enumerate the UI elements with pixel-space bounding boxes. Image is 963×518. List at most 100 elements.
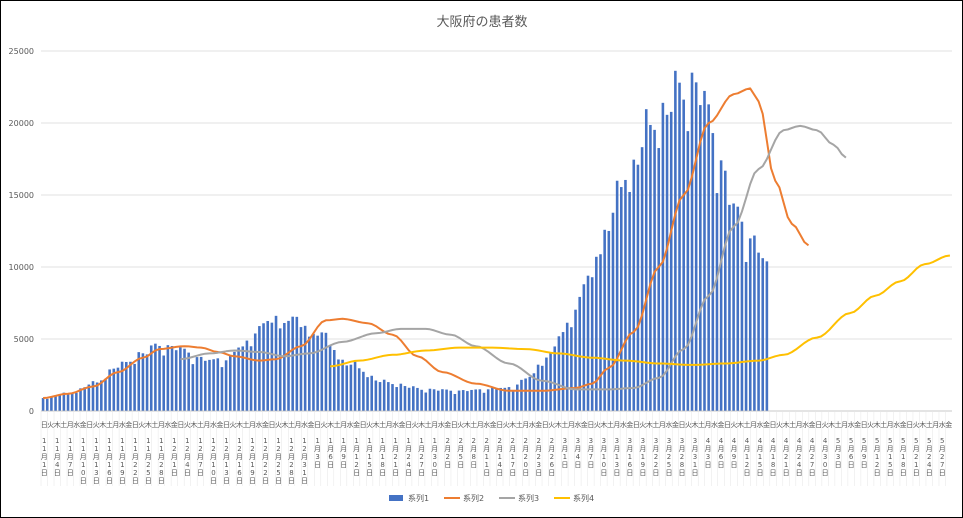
x-tick-day: 木 — [418, 420, 425, 429]
x-tick-date-char: 2 — [263, 461, 267, 469]
x-tick-date-char: 2 — [498, 437, 502, 445]
x-tick-date-char: 月 — [887, 445, 894, 453]
x-tick-date-char: 2 — [537, 453, 541, 461]
x-tick-day: 水 — [529, 420, 536, 429]
x-tick-date-char: 9 — [862, 453, 866, 461]
x-tick-date-char: 0 — [432, 461, 436, 469]
x-tick-date-char: 日 — [535, 469, 542, 477]
bar — [253, 333, 257, 411]
x-tick-date-char: 8 — [680, 461, 684, 469]
x-tick-day: 金 — [262, 420, 269, 429]
x-tick-day: 火 — [321, 421, 328, 429]
bar — [711, 133, 715, 412]
x-tick-day: 日 — [861, 421, 868, 429]
bar — [145, 354, 149, 411]
x-tick-date-char: 日 — [93, 477, 100, 485]
x-tick-date-char: 1 — [419, 437, 423, 445]
x-tick-date-char: 月 — [613, 445, 620, 453]
x-tick-date-char: 1 — [250, 437, 254, 445]
x-tick-date-char: 2 — [654, 461, 658, 469]
x-tick-date-char: 日 — [353, 469, 360, 477]
bar — [507, 387, 511, 411]
bar — [449, 390, 453, 411]
x-tick-date-char: 1 — [563, 453, 567, 461]
x-tick-day: 火 — [138, 421, 145, 429]
x-tick-date-char: 5 — [940, 437, 944, 445]
x-tick-date-char: 1 — [120, 461, 124, 469]
bar — [75, 392, 78, 411]
bar — [586, 275, 590, 411]
x-tick-date-char: 日 — [913, 469, 920, 477]
bar — [208, 359, 211, 411]
x-tick-date-char: 1 — [81, 461, 85, 469]
bar — [104, 378, 107, 411]
x-tick-date-char: 7 — [940, 461, 944, 469]
x-tick-date-char: 日 — [757, 469, 764, 477]
x-tick-date-char: 月 — [470, 445, 477, 453]
x-tick-date-char: 月 — [431, 445, 438, 453]
x-tick-date-char: 日 — [80, 477, 87, 485]
x-tick-date-char: 9 — [250, 469, 254, 477]
series-line — [330, 254, 951, 368]
bar — [674, 70, 677, 411]
bar — [324, 332, 328, 411]
x-tick-date-char: 1 — [133, 437, 137, 445]
x-tick-date-char: 9 — [732, 453, 736, 461]
x-tick-date-char: 日 — [379, 469, 386, 477]
x-tick-date-char: 1 — [485, 453, 489, 461]
bar — [391, 384, 394, 411]
x-tick-day: 金 — [672, 420, 679, 429]
x-tick-date-char: 1 — [146, 445, 150, 453]
x-tick-date-char: 7 — [511, 461, 515, 469]
x-tick-date-char: 5 — [888, 437, 892, 445]
x-tick-day: 火 — [503, 421, 510, 429]
x-tick-date-char: 1 — [107, 461, 111, 469]
x-tick-day: 火 — [776, 421, 783, 429]
x-tick-day: 月 — [659, 421, 666, 429]
x-tick-date-char: 4 — [758, 437, 763, 445]
x-tick-day: 日 — [724, 421, 731, 429]
x-tick-date-char: 4 — [797, 437, 802, 445]
x-tick-day: 木 — [555, 420, 562, 429]
x-tick-day: 金 — [80, 420, 87, 429]
x-tick-date-char: 日 — [652, 469, 659, 477]
x-tick-date-char: 4 — [771, 437, 776, 445]
bar — [520, 379, 523, 411]
bar — [470, 389, 473, 411]
x-tick-date-char: 8 — [901, 461, 905, 469]
x-tick-date-char: 8 — [380, 461, 384, 469]
x-tick-date-char: 5 — [875, 437, 879, 445]
x-tick-day: 月 — [295, 421, 302, 429]
x-tick-day: 土 — [652, 420, 659, 429]
x-tick-date-char: 月 — [496, 445, 503, 453]
x-tick-date-char: 4 — [797, 461, 802, 469]
x-tick-date-char: 1 — [393, 437, 397, 445]
x-tick-day: 火 — [685, 421, 692, 429]
x-tick-date-char: 日 — [223, 477, 230, 485]
bar — [108, 369, 111, 411]
x-tick-date-char: 1 — [888, 453, 892, 461]
x-tick-date-char: 日 — [132, 477, 139, 485]
x-tick-date-char: 1 — [146, 437, 150, 445]
bar — [79, 388, 82, 411]
x-tick-date-char: 6 — [849, 453, 854, 461]
x-tick-date-char: 2 — [927, 453, 931, 461]
bar — [728, 204, 731, 411]
bar — [62, 392, 66, 411]
x-tick-date-char: 月 — [392, 445, 399, 453]
x-tick-date-char: 6 — [237, 469, 242, 477]
x-tick-day: 火 — [366, 421, 373, 429]
x-tick-date-char: 日 — [457, 461, 464, 469]
bar — [669, 111, 673, 412]
bar — [120, 361, 124, 411]
x-tick-day: 木 — [737, 420, 744, 429]
x-tick-day: 火 — [822, 421, 829, 429]
x-tick-day: 金 — [535, 420, 542, 429]
x-tick-day: 水 — [164, 420, 171, 429]
x-tick-date-char: 1 — [380, 437, 384, 445]
x-tick-date-char: 日 — [431, 469, 438, 477]
bar — [291, 316, 294, 411]
x-tick-date-char: 1 — [42, 461, 46, 469]
x-tick-date-char: 5 — [458, 453, 462, 461]
